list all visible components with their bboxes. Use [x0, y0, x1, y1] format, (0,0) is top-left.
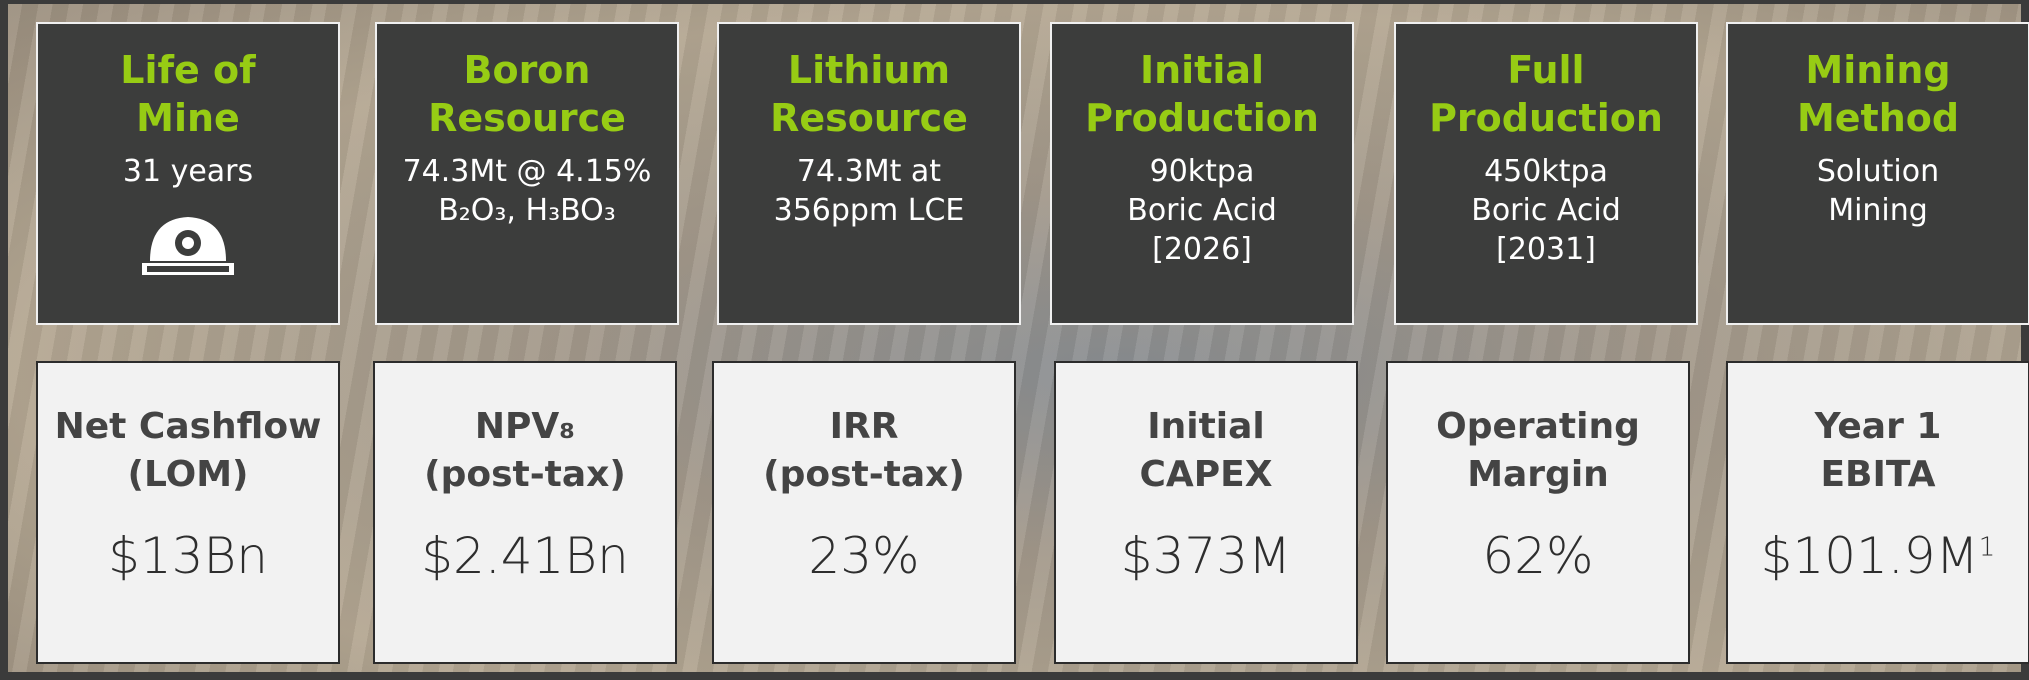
title-line: Method	[1728, 94, 2028, 142]
footnote-ref: 1	[1979, 532, 1996, 562]
text-line: Boric Acid	[1052, 191, 1352, 230]
metric-card: Net Cashflow(LOM) $13Bn	[36, 361, 340, 664]
metric-card: NPV₈(post-tax) $2.41Bn	[373, 361, 677, 664]
metric-value: 62%	[1482, 527, 1593, 585]
text-line: 90ktpa	[1052, 152, 1352, 191]
helmet-icon	[140, 211, 236, 277]
title-line: Production	[1052, 94, 1352, 142]
text-line: 74.3Mt @ 4.15%	[377, 152, 677, 191]
text-line: 450ktpa	[1396, 152, 1696, 191]
title-line: Initial	[1052, 46, 1352, 94]
title-line: NPV₈	[375, 403, 675, 451]
metric-value: $2.41Bn	[421, 527, 629, 585]
title-line: Full	[1396, 46, 1696, 94]
title-line: Lithium	[719, 46, 1019, 94]
metric-value: $101.9M	[1761, 527, 1979, 585]
title-line: Production	[1396, 94, 1696, 142]
title-line: Mine	[38, 94, 338, 142]
title-line: Resource	[377, 94, 677, 142]
title-line: (post-tax)	[375, 451, 675, 499]
card-title: Net Cashflow(LOM)	[38, 403, 338, 499]
title-line: Net Cashflow	[38, 403, 338, 451]
text-line: B₂O₃, H₃BO₃	[377, 191, 677, 230]
text-line: 74.3Mt at	[719, 152, 1019, 191]
title-line: EBITA	[1728, 451, 2028, 499]
title-line: (LOM)	[38, 451, 338, 499]
metric-card: IRR(post-tax) 23%	[712, 361, 1016, 664]
text-line: Mining	[1728, 191, 2028, 230]
card-text: 31 years	[38, 152, 338, 191]
title-line: IRR	[714, 403, 1014, 451]
metric-box: $2.41Bn	[375, 527, 675, 585]
title-line: Year 1	[1728, 403, 2028, 451]
slide: Life ofMine31 years BoronResource74.3Mt …	[0, 0, 2029, 680]
text-line: 31 years	[38, 152, 338, 191]
metric-box: $101.9M1	[1728, 527, 2028, 585]
metric-box: 23%	[714, 527, 1014, 585]
text-line: [2026]	[1052, 230, 1352, 269]
text-line: [2031]	[1396, 230, 1696, 269]
text-line: 356ppm LCE	[719, 191, 1019, 230]
title-line: Life of	[38, 46, 338, 94]
title-line: Boron	[377, 46, 677, 94]
metric-value: 23%	[808, 527, 919, 585]
card-title: NPV₈(post-tax)	[375, 403, 675, 499]
text-line: Solution	[1728, 152, 2028, 191]
icon-wrap	[38, 211, 338, 281]
title-line: Operating	[1388, 403, 1688, 451]
metric-value: $373M	[1121, 527, 1291, 585]
metric-box: $373M	[1056, 527, 1356, 585]
metric-box: $13Bn	[38, 527, 338, 585]
title-line: Initial	[1056, 403, 1356, 451]
text-line: Boric Acid	[1396, 191, 1696, 230]
metric-box: 62%	[1388, 527, 1688, 585]
title-line: Margin	[1388, 451, 1688, 499]
title-line: CAPEX	[1056, 451, 1356, 499]
title-line: Resource	[719, 94, 1019, 142]
title-line: (post-tax)	[714, 451, 1014, 499]
card-title: IRR(post-tax)	[714, 403, 1014, 499]
card-text: 74.3Mt @ 4.15%B₂O₃, H₃BO₃	[377, 152, 677, 230]
title-line: Mining	[1728, 46, 2028, 94]
metric-value: $13Bn	[108, 527, 268, 585]
